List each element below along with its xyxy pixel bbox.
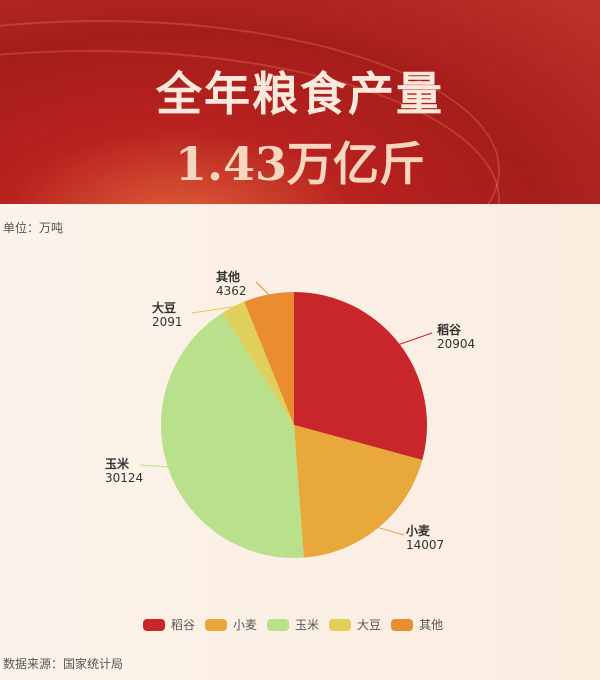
legend: 稻谷 小麦 玉米 大豆 其他 <box>143 616 443 633</box>
label-0: 稻谷 20904 <box>437 323 476 351</box>
pie-slice-4[interactable] <box>244 292 294 425</box>
label-3: 大豆 2091 <box>152 301 183 329</box>
leader-line-4 <box>255 281 270 295</box>
legend-item[interactable]: 玉米 <box>267 616 319 633</box>
pie-slice-3[interactable] <box>222 301 294 425</box>
label-2: 玉米 30124 <box>105 457 144 485</box>
leader-line-0 <box>399 332 433 345</box>
legend-item[interactable]: 稻谷 <box>143 616 195 633</box>
page-title: 全年粮食产量 <box>156 67 444 121</box>
leader-line-3 <box>191 306 234 314</box>
unit-label: 单位：万吨 <box>3 221 64 235</box>
header-banner: 全年粮食产量 1.43万亿斤 <box>0 0 600 204</box>
page-subtitle: 1.43万亿斤 <box>174 137 426 191</box>
legend-item[interactable]: 大豆 <box>329 616 381 633</box>
label-4: 其他 4362 <box>216 270 247 298</box>
leader-line-1 <box>378 527 405 536</box>
leader-line-2 <box>139 464 168 468</box>
legend-item[interactable]: 小麦 <box>205 616 257 633</box>
pie-slice-2[interactable] <box>161 312 304 558</box>
label-1: 小麦 14007 <box>406 524 445 552</box>
source-note: 数据来源：国家统计局 <box>3 657 124 671</box>
pie-slice-1[interactable] <box>294 425 423 558</box>
legend-item[interactable]: 其他 <box>391 616 443 633</box>
pie-slice-0[interactable] <box>294 292 427 461</box>
